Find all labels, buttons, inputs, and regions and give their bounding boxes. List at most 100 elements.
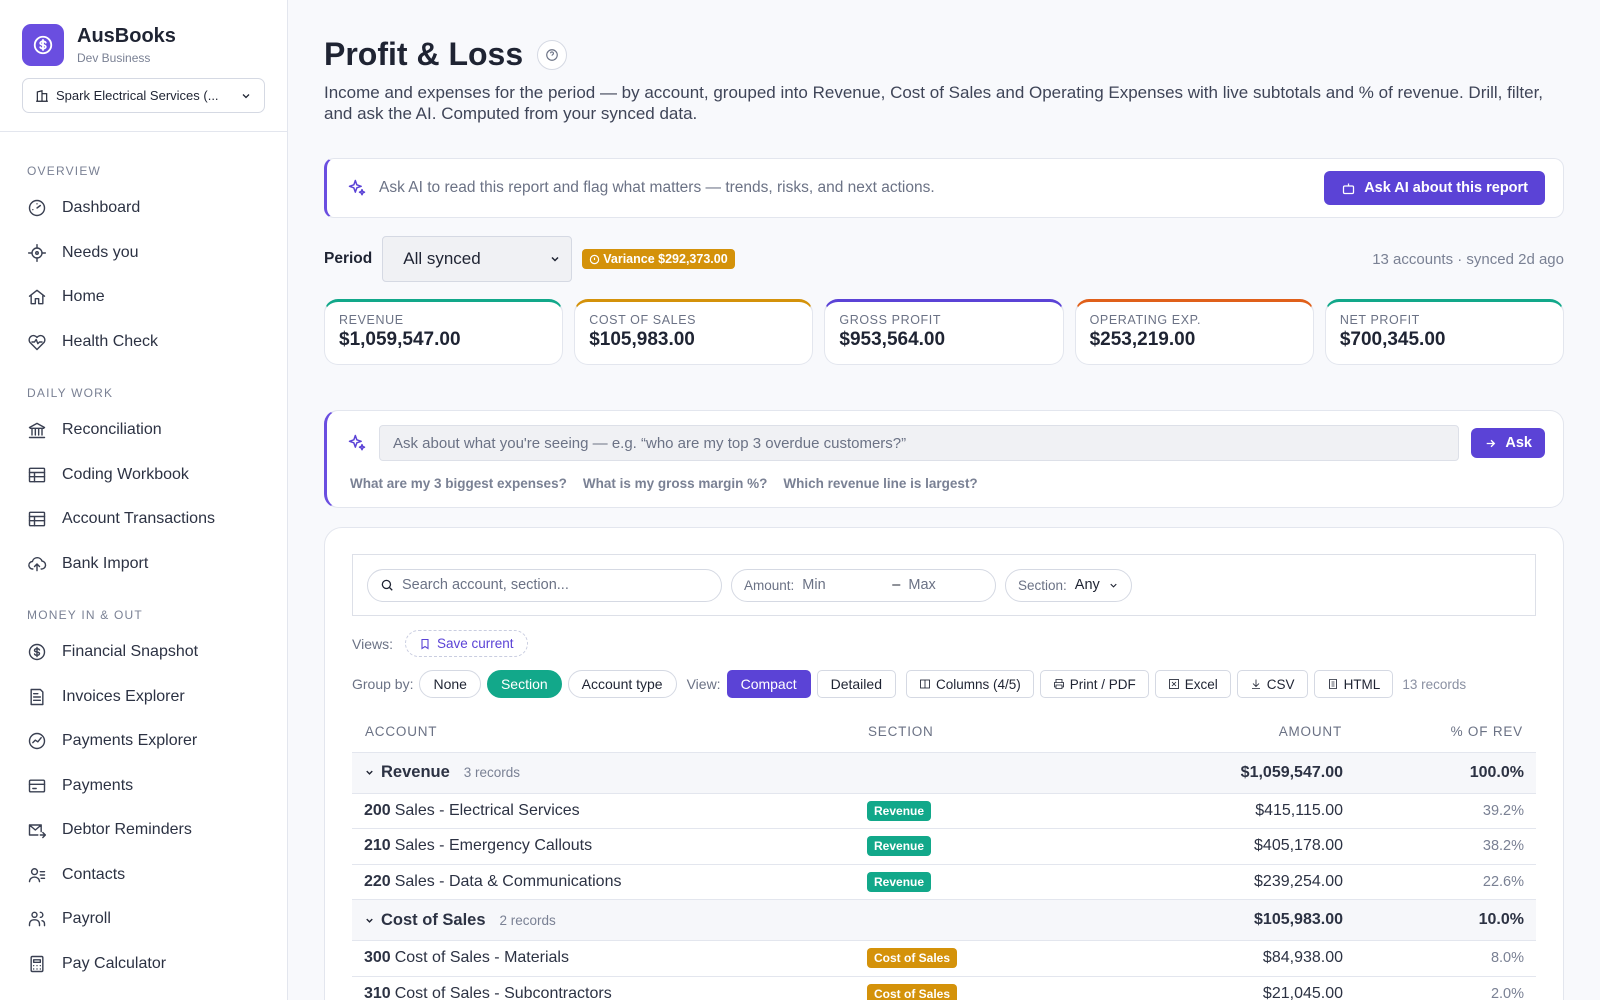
sidebar-item-label: Debtor Reminders — [62, 821, 192, 839]
group-none-button[interactable]: None — [419, 670, 481, 698]
table-header-row: ACCOUNT SECTION AMOUNT % OF REV — [352, 712, 1536, 753]
suggestion-chip[interactable]: Which revenue line is largest? — [783, 476, 978, 491]
robot-icon — [1343, 183, 1355, 194]
max-input[interactable]: Max — [908, 577, 936, 593]
sidebar-item-debtor-reminders[interactable]: Debtor Reminders — [0, 808, 287, 853]
section-cell: Revenue — [855, 828, 1185, 865]
cloud-upload-icon — [28, 556, 47, 572]
amount-range: Amount: Min – Max — [731, 568, 996, 602]
columns-icon — [920, 679, 930, 689]
kpi-card-operating-exp[interactable]: OPERATING EXP. $253,219.00 — [1074, 299, 1314, 365]
sidebar-item-needs-you[interactable]: Needs you — [0, 231, 287, 276]
kpi-card-gross-profit[interactable]: GROSS PROFIT $953,564.00 — [824, 299, 1064, 365]
period-select[interactable]: All synced — [382, 236, 573, 282]
group-section-button[interactable]: Section — [486, 670, 562, 698]
ask-input[interactable]: Ask about what you're seeing — e.g. “who… — [379, 425, 1460, 461]
calculator-icon — [30, 955, 44, 972]
col-pct-rev[interactable]: % OF REV — [1355, 712, 1536, 753]
sidebar-item-pay-calculator[interactable]: Pay Calculator — [0, 942, 287, 987]
kpi-cards: REVENUE $1,059,547.00 COST OF SALES $105,98… — [324, 299, 1565, 365]
chevron-down-icon[interactable] — [364, 767, 375, 778]
save-view-button[interactable]: Save current — [404, 630, 528, 657]
chevron-down-icon[interactable] — [364, 915, 375, 926]
bookmark-icon — [421, 638, 429, 650]
chevron-down-icon — [242, 93, 250, 98]
account-code: 200 — [364, 801, 391, 819]
kpi-card-cost-of-sales[interactable]: COST OF SALES $105,983.00 — [574, 299, 814, 365]
building-icon — [36, 89, 48, 102]
ask-ai-report-button[interactable]: Ask AI about this report — [1324, 171, 1545, 205]
view-detailed-button[interactable]: Detailed — [816, 670, 896, 698]
chevron-down-icon — [1110, 583, 1117, 588]
sidebar-item-label: Payments — [62, 776, 134, 794]
col-amount[interactable]: AMOUNT — [1185, 712, 1355, 753]
html-button[interactable]: HTML — [1313, 670, 1394, 698]
sidebar-item-payments[interactable]: Payments — [0, 764, 287, 809]
group-row[interactable]: Revenue 3 records $1,059,547.00 100.0% — [352, 752, 1536, 794]
sidebar-item-label: Dashboard — [62, 199, 141, 217]
sidebar-item-invoices-explorer[interactable]: Invoices Explorer — [0, 675, 287, 720]
group-amount: $105,983.00 — [1185, 899, 1355, 941]
sidebar-item-financial-snapshot[interactable]: Financial Snapshot — [0, 630, 287, 675]
account-name: Cost of Sales - Materials — [394, 949, 569, 967]
suggestion-chip[interactable]: What are my 3 biggest expenses? — [350, 476, 567, 491]
table-row[interactable]: 300 Cost of Sales - Materials Cost of Sal… — [352, 940, 1536, 977]
brand: AusBooks Dev Business Spark Electrical S… — [0, 0, 287, 132]
page-title: Profit & Loss — [324, 36, 524, 72]
columns-button[interactable]: Columns (4/5) — [905, 670, 1034, 698]
kpi-value: $953,564.00 — [839, 329, 946, 350]
filter-bar: Search account, section... Amount: Min –… — [352, 554, 1536, 616]
variance-badge: Variance $292,373.00 — [582, 249, 735, 269]
account-cell: 210 Sales - Emergency Callouts — [352, 828, 855, 865]
suggestion-chip[interactable]: What is my gross margin %? — [582, 476, 768, 491]
kpi-card-net-profit[interactable]: NET PROFIT $700,345.00 — [1324, 299, 1565, 365]
col-account[interactable]: ACCOUNT — [352, 712, 855, 753]
account-name: Sales - Emergency Callouts — [394, 837, 593, 855]
min-input[interactable]: Min — [802, 577, 826, 593]
amount-label: Amount: — [744, 577, 795, 593]
col-section[interactable]: SECTION — [855, 712, 1185, 753]
group-row[interactable]: Cost of Sales 2 records $105,983.00 10.0% — [352, 899, 1536, 941]
section-filter[interactable]: Section: Any — [1005, 568, 1132, 602]
users-icon — [28, 911, 46, 927]
sidebar-item-health-check[interactable]: Health Check — [0, 320, 287, 365]
table-row[interactable]: 210 Sales - Emergency Callouts Revenue $4… — [352, 828, 1536, 865]
print-button[interactable]: Print / PDF — [1039, 670, 1149, 698]
sidebar-item-payroll[interactable]: Payroll — [0, 897, 287, 942]
group-pct: 100.0% — [1355, 752, 1536, 794]
business-select[interactable]: Spark Electrical Services (... — [22, 78, 265, 113]
kpi-card-revenue[interactable]: REVENUE $1,059,547.00 — [324, 299, 564, 365]
group-name: Revenue — [381, 763, 450, 781]
amount-cell: $21,045.00 — [1185, 976, 1355, 1000]
sidebar-item-account-transactions[interactable]: Account Transactions — [0, 497, 287, 542]
arrow-right-icon — [1487, 439, 1496, 447]
table-row[interactable]: 200 Sales - Electrical Services Revenue $… — [352, 793, 1536, 829]
table-row[interactable]: 310 Cost of Sales - Subcontractors Cost o… — [352, 976, 1536, 1000]
sidebar-item-dashboard[interactable]: Dashboard — [0, 186, 287, 231]
download-icon — [1251, 679, 1260, 689]
account-code: 300 — [364, 949, 391, 967]
search-input[interactable]: Search account, section... — [367, 568, 722, 602]
view-compact-button[interactable]: Compact — [726, 670, 811, 698]
section-badge: Revenue — [867, 871, 932, 892]
info-icon — [590, 254, 600, 264]
sidebar-item-label: Invoices Explorer — [62, 687, 185, 705]
excel-button[interactable]: Excel — [1154, 670, 1231, 698]
account-name: Cost of Sales - Subcontractors — [394, 984, 612, 1000]
help-button[interactable] — [537, 39, 568, 70]
search-icon — [381, 579, 393, 591]
sidebar-item-reconciliation[interactable]: Reconciliation — [0, 408, 287, 453]
ask-button[interactable]: Ask — [1471, 428, 1545, 458]
pct-cell: 22.6% — [1355, 864, 1536, 900]
table-row[interactable]: 220 Sales - Data & Communications Revenue… — [352, 864, 1536, 900]
sidebar-item-bank-import[interactable]: Bank Import — [0, 542, 287, 587]
report-table-card: Search account, section... Amount: Min –… — [324, 527, 1564, 1000]
csv-button[interactable]: CSV — [1236, 670, 1308, 698]
views-label: Views: — [352, 635, 393, 652]
search-placeholder: Search account, section... — [402, 577, 569, 593]
sidebar-item-coding-workbook[interactable]: Coding Workbook — [0, 453, 287, 498]
sidebar-item-home[interactable]: Home — [0, 275, 287, 320]
sidebar-item-payments-explorer[interactable]: Payments Explorer — [0, 719, 287, 764]
group-account-type-button[interactable]: Account type — [567, 670, 677, 698]
sidebar-item-contacts[interactable]: Contacts — [0, 853, 287, 898]
